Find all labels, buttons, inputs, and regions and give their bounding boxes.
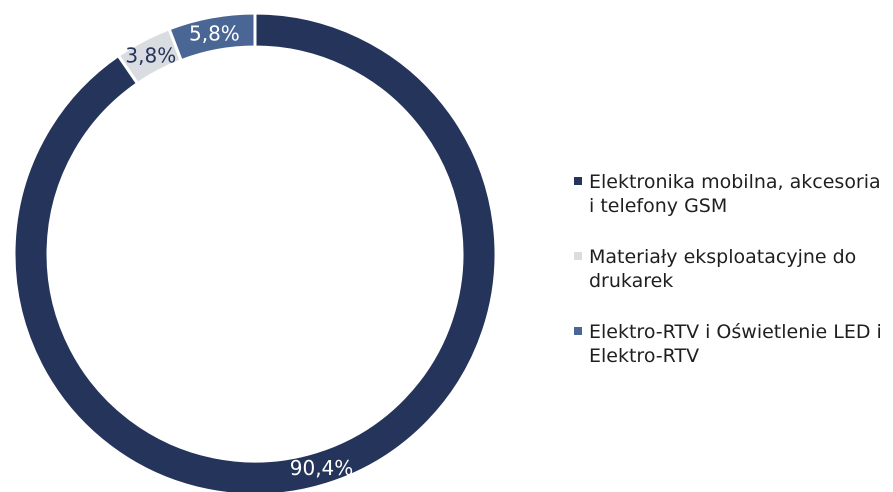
- legend-item-rtv-led: Elektro-RTV i Oświetlenie LED i Elektro-…: [574, 320, 889, 368]
- donut-slice: [167, 11, 257, 63]
- legend-item-mobile-electronics: Elektronika mobilna, akcesoria i telefon…: [574, 170, 889, 218]
- legend-swatch: [574, 177, 582, 185]
- legend-swatch: [574, 327, 582, 335]
- slice-data-label: 90,4%: [290, 456, 354, 480]
- legend-swatch: [574, 252, 582, 260]
- slice-data-label: 5,8%: [189, 22, 240, 46]
- legend-item-printer-supplies: Materiały eksploatacyjne do drukarek: [574, 245, 889, 293]
- slice-labels: 90,4% 3,8% 5,8%: [125, 22, 353, 480]
- donut-slices: [12, 11, 498, 492]
- slice-data-label: 3,8%: [125, 44, 176, 68]
- legend-label: Elektro-RTV i Oświetlenie LED i Elektro-…: [589, 321, 882, 367]
- legend-label: Materiały eksploatacyjne do drukarek: [589, 246, 857, 292]
- legend-label: Elektronika mobilna, akcesoria i telefon…: [589, 171, 881, 217]
- donut-slice: [12, 11, 498, 492]
- chart-legend: Elektronika mobilna, akcesoria i telefon…: [574, 170, 889, 368]
